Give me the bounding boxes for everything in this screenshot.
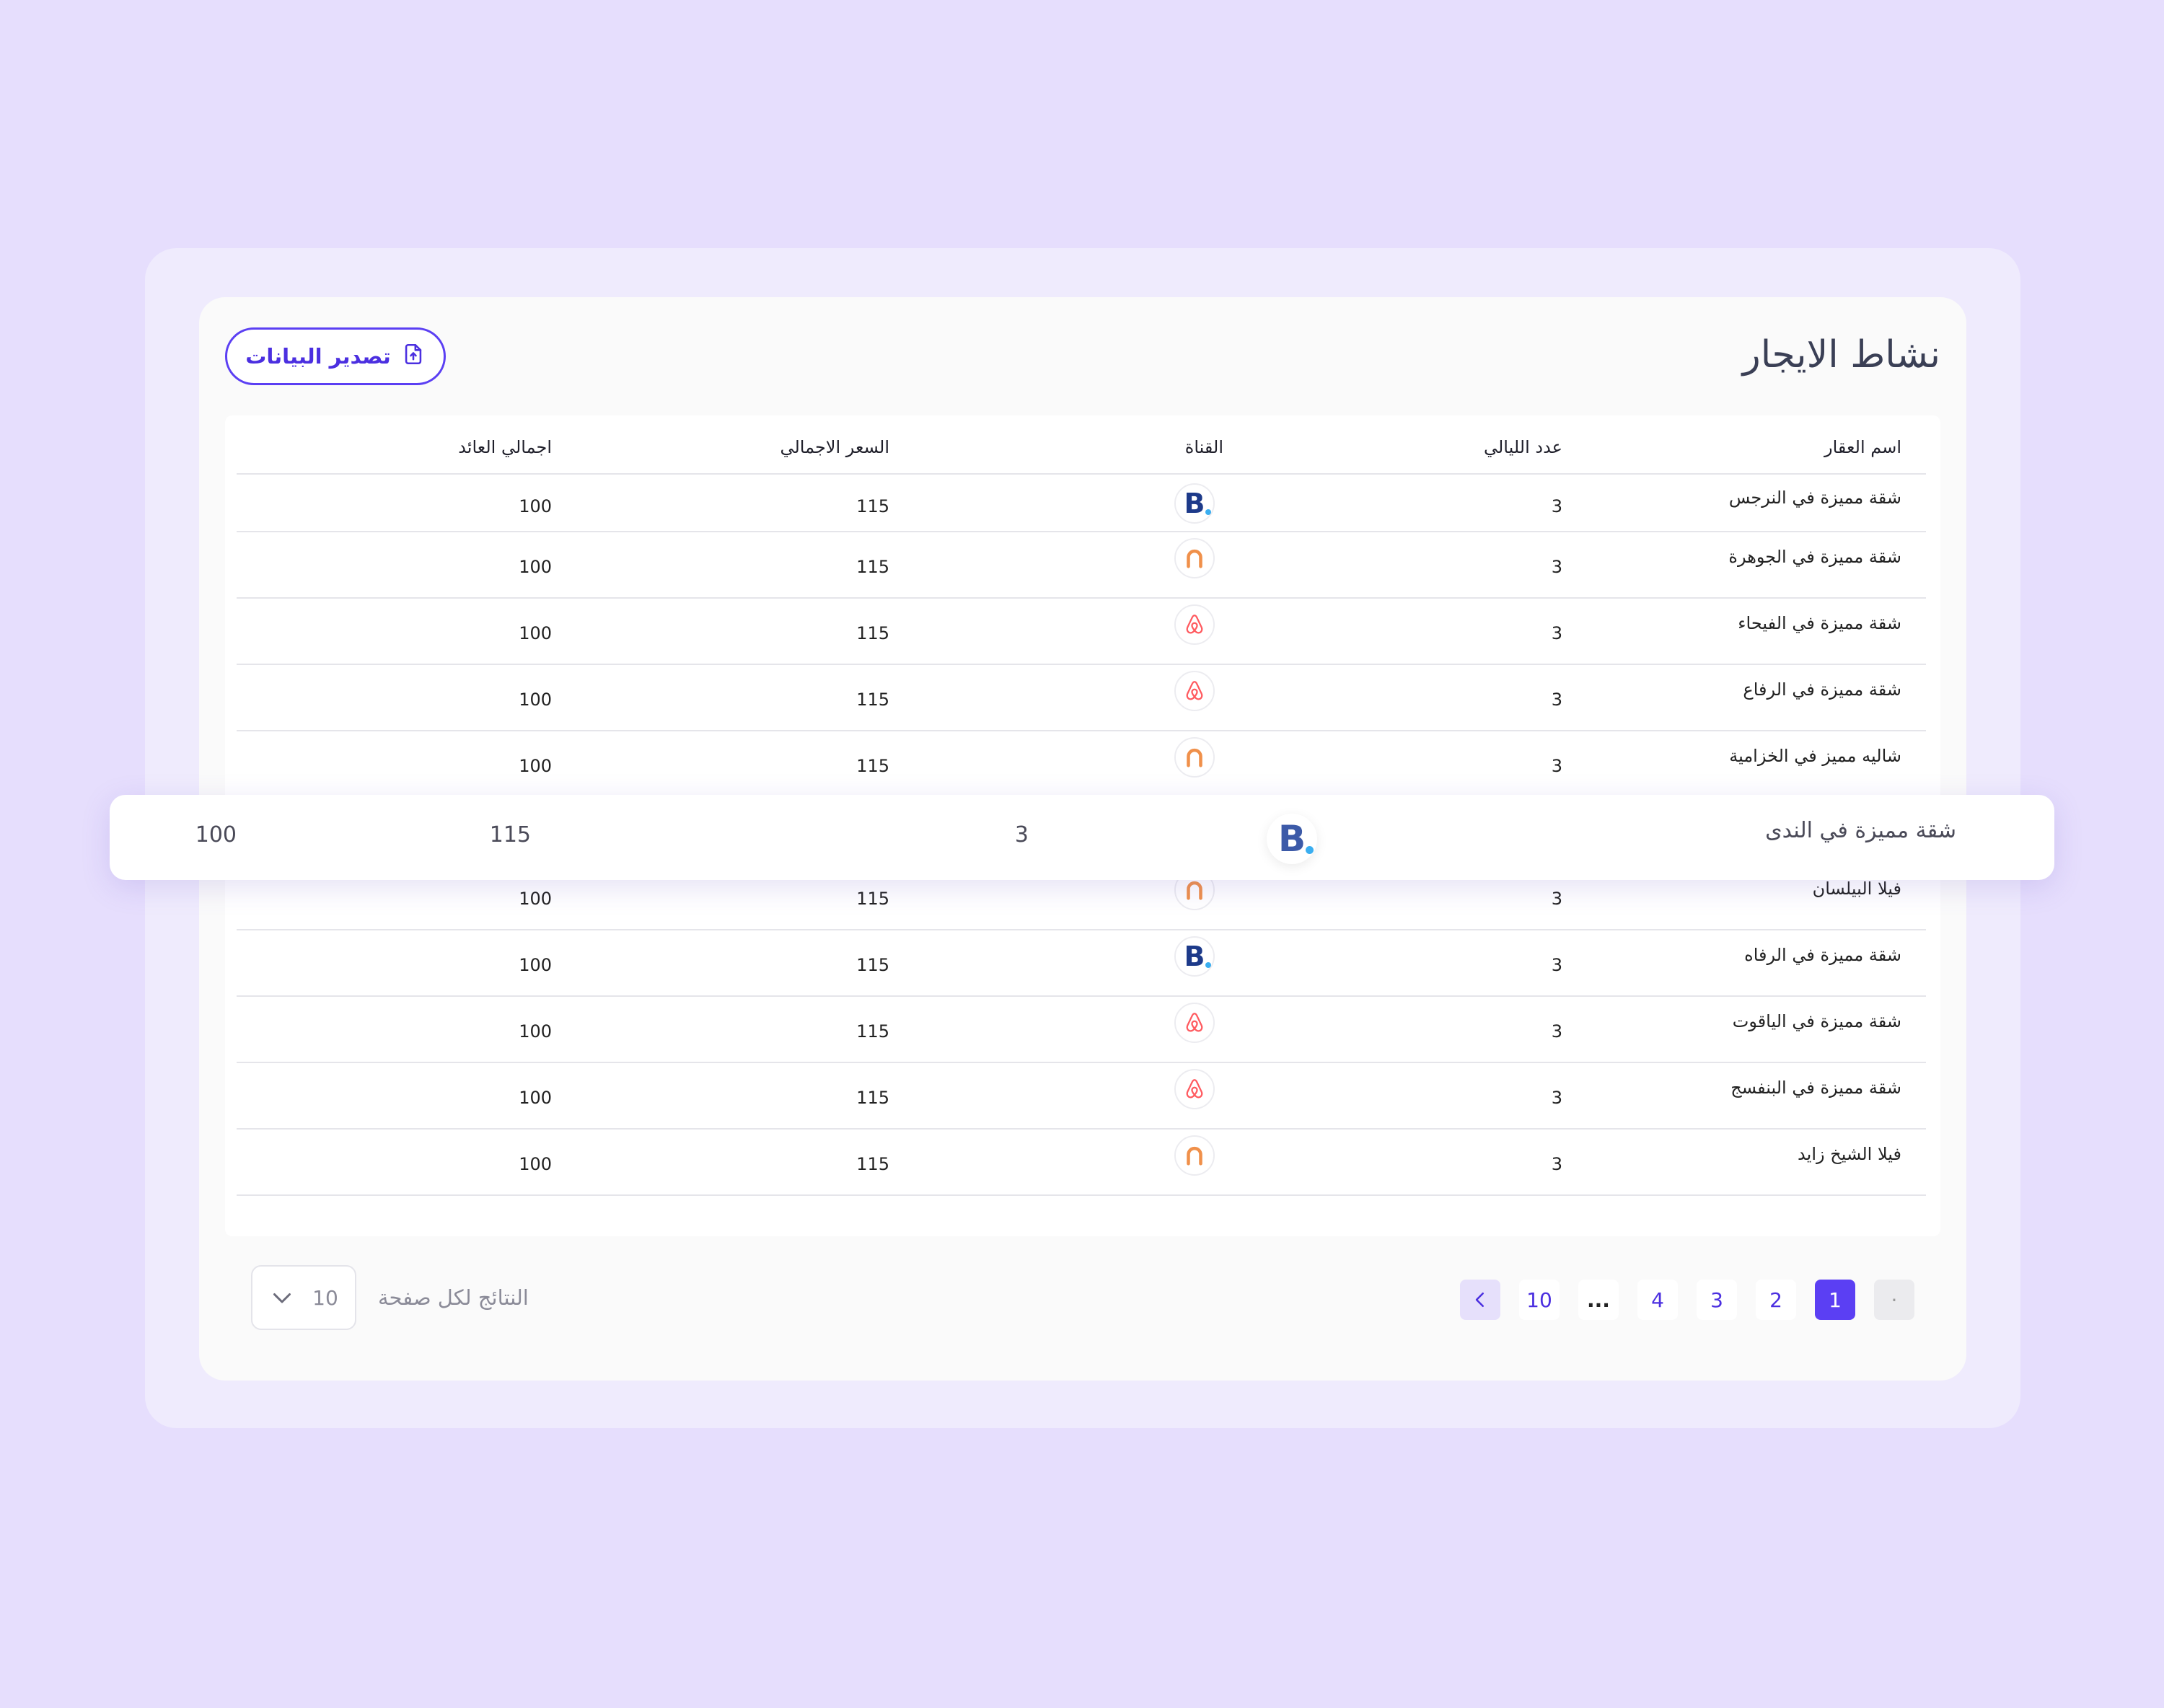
col-header-name: اسم العقار: [1824, 437, 1901, 457]
airbnb-icon: [1174, 671, 1215, 711]
row-nights: 3: [1551, 955, 1562, 975]
row-channel: [1174, 737, 1215, 778]
row-price: 115: [856, 756, 889, 776]
col-header-nights: عدد الليالي: [1483, 437, 1562, 457]
results-per-page: 10 النتائج لكل صفحة: [251, 1265, 529, 1330]
row-price: 115: [856, 1088, 889, 1108]
pagination-prev-button[interactable]: ·: [1874, 1280, 1914, 1320]
row-price: 115: [856, 623, 889, 643]
row-nights: 3: [1551, 1021, 1562, 1042]
pagination: · 1 2 3 4 ... 10: [1460, 1280, 1914, 1320]
row-channel: [1174, 671, 1215, 711]
row-nights: 3: [1551, 557, 1562, 577]
page-ellipsis: ...: [1578, 1280, 1619, 1320]
table-row[interactable]: شقة مميزة في البنفسج 3 115 100: [237, 1063, 1926, 1130]
page-button-4[interactable]: 4: [1637, 1280, 1678, 1320]
table-header: اسم العقار عدد الليالي القناة السعر الاج…: [237, 415, 1926, 475]
table-row[interactable]: شقة مميزة في الياقوت 3 115 100: [237, 997, 1926, 1063]
col-header-revenue: اجمالي العائد: [458, 437, 552, 457]
chevron-down-icon: [273, 1293, 291, 1303]
col-header-price: السعر الاجمالي: [780, 437, 889, 457]
row-channel: [1174, 604, 1215, 645]
booking-icon: B: [1174, 483, 1215, 524]
row-name: فيلا الشيخ زايد: [1798, 1144, 1901, 1164]
row-name: شقة مميزة في الفيحاء: [1738, 613, 1901, 633]
row-channel: [1174, 1003, 1215, 1043]
page-title: نشاط الايجار: [1742, 333, 1940, 377]
airbnb-icon: [1174, 1069, 1215, 1109]
export-data-label: تصدير البيانات: [245, 344, 391, 369]
row-name: شقة مميزة في الجوهرة: [1728, 547, 1901, 567]
row-name: شقة مميزة في البنفسج: [1730, 1078, 1901, 1098]
table-row[interactable]: شقة مميزة في الرفاع 3 115 100: [237, 665, 1926, 731]
row-name: شاليه مميز في الخزامية: [1729, 746, 1901, 766]
row-name: شقة مميزة في الندى: [1765, 818, 1956, 843]
col-header-channel: القناة: [1184, 437, 1223, 457]
row-revenue: 100: [519, 955, 552, 975]
booking-icon: B: [1174, 936, 1215, 977]
file-export-icon: [401, 342, 426, 371]
per-page-select[interactable]: 10: [251, 1265, 356, 1330]
row-name: شقة مميزة في الياقوت: [1732, 1011, 1901, 1031]
gathern-icon: [1174, 737, 1215, 778]
row-channel: [1174, 538, 1215, 578]
per-page-value: 10: [312, 1285, 338, 1310]
row-name: شقة مميزة في النرجس: [1728, 488, 1901, 508]
page-button-1[interactable]: 1: [1815, 1280, 1855, 1320]
table-row[interactable]: شاليه مميز في الخزامية 3 115 100: [237, 731, 1926, 798]
row-channel: B: [1174, 483, 1215, 524]
row-name: شقة مميزة في الرفاع: [1743, 679, 1901, 700]
table-row[interactable]: فيلا الشيخ زايد 3 115 100: [237, 1130, 1926, 1196]
highlighted-table-row[interactable]: شقة مميزة في الندى 3 B 115 100: [110, 795, 2054, 880]
page-button-2[interactable]: 2: [1756, 1280, 1796, 1320]
row-revenue: 100: [519, 690, 552, 710]
gathern-icon: [1174, 1135, 1215, 1176]
row-price: 115: [856, 1154, 889, 1174]
gathern-icon: [1174, 538, 1215, 578]
row-revenue: 100: [519, 889, 552, 909]
row-nights: 3: [1014, 822, 1029, 848]
row-price: 115: [856, 557, 889, 577]
row-nights: 3: [1551, 889, 1562, 909]
row-nights: 3: [1551, 690, 1562, 710]
row-price: 115: [856, 496, 889, 516]
export-data-button[interactable]: تصدير البيانات: [225, 327, 446, 385]
row-revenue: 100: [519, 557, 552, 577]
row-channel: B: [1267, 814, 1317, 864]
page-button-3[interactable]: 3: [1697, 1280, 1737, 1320]
row-channel: B: [1174, 936, 1215, 977]
row-nights: 3: [1551, 1154, 1562, 1174]
booking-icon: B: [1267, 814, 1317, 864]
per-page-label: النتائج لكل صفحة: [378, 1285, 529, 1310]
row-price: 115: [856, 955, 889, 975]
table-row[interactable]: شقة مميزة في الجوهرة 3 115 100: [237, 532, 1926, 599]
row-nights: 3: [1551, 623, 1562, 643]
airbnb-icon: [1174, 604, 1215, 645]
row-channel: [1174, 1069, 1215, 1109]
row-price: 115: [856, 889, 889, 909]
row-revenue: 100: [519, 623, 552, 643]
row-revenue: 100: [519, 1154, 552, 1174]
airbnb-icon: [1174, 1003, 1215, 1043]
row-revenue: 100: [195, 822, 237, 848]
row-price: 115: [856, 1021, 889, 1042]
row-revenue: 100: [519, 1021, 552, 1042]
row-channel: [1174, 1135, 1215, 1176]
chevron-left-icon: [1475, 1293, 1484, 1307]
row-revenue: 100: [519, 756, 552, 776]
row-name: شقة مميزة في الرفاه: [1744, 945, 1901, 965]
row-name: فيلا البيلسان: [1812, 879, 1901, 899]
row-revenue: 100: [519, 1088, 552, 1108]
table-row[interactable]: شقة مميزة في الفيحاء 3 115 100: [237, 599, 1926, 665]
row-nights: 3: [1551, 756, 1562, 776]
pagination-next-button[interactable]: [1460, 1280, 1500, 1320]
row-nights: 3: [1551, 1088, 1562, 1108]
table-row[interactable]: شقة مميزة في الرفاه 3 B 115 100: [237, 930, 1926, 997]
page-button-10[interactable]: 10: [1519, 1280, 1560, 1320]
row-price: 115: [489, 822, 531, 848]
row-price: 115: [856, 690, 889, 710]
row-revenue: 100: [519, 496, 552, 516]
table-row[interactable]: شقة مميزة في النرجس 3 B 115 100: [237, 475, 1926, 532]
row-nights: 3: [1551, 496, 1562, 516]
